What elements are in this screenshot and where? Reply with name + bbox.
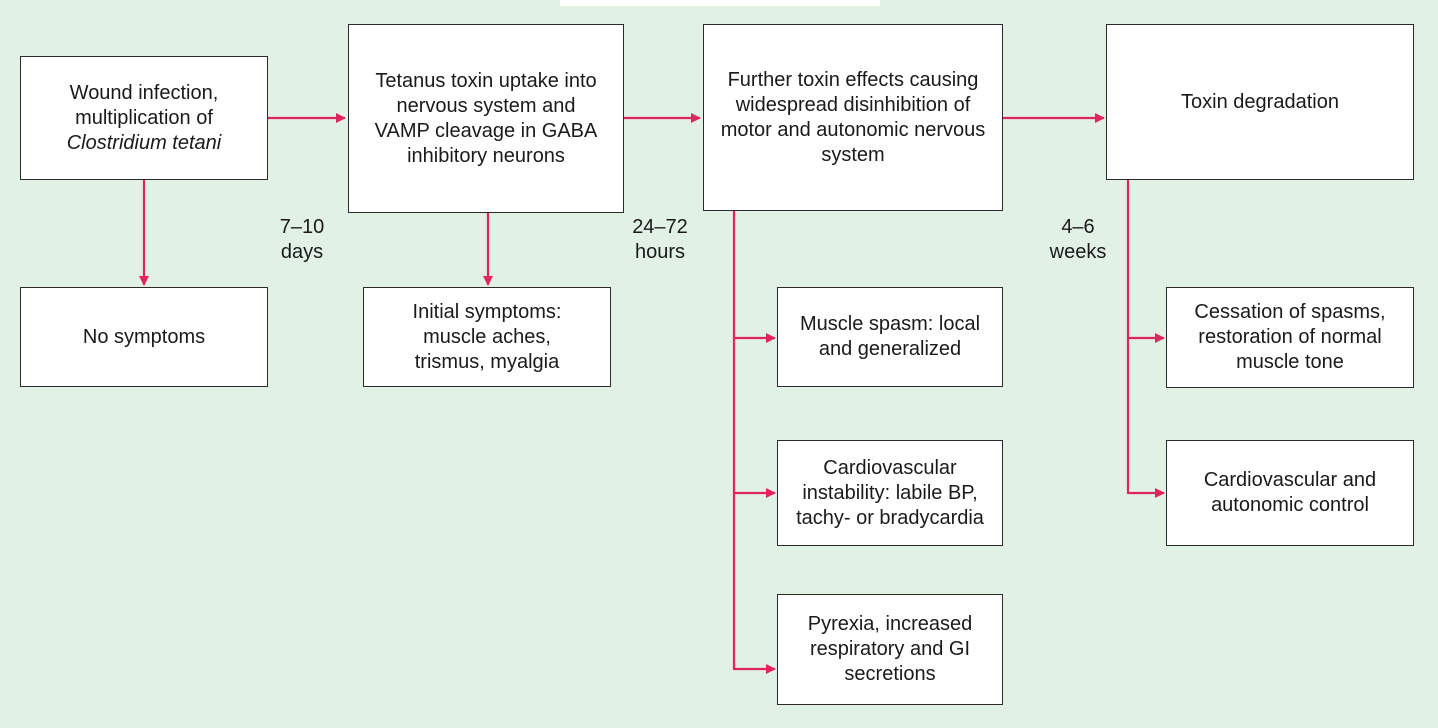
box-further-effects: Further toxin effects causing widespread… — [703, 24, 1003, 211]
wound-line-2: multiplication of — [75, 106, 213, 129]
further-text: Further toxin effects causing widespread… — [720, 68, 986, 166]
box-cardiovascular-instability: Cardiovascular instability: labile BP, t… — [777, 440, 1003, 546]
wound-line-3: Clostridium tetani — [66, 131, 222, 154]
box-cessation-of-spasms: Cessation of spasms, restoration of norm… — [1166, 287, 1414, 388]
t1-line-1: 7–10 — [279, 216, 325, 238]
cessation-text: Cessation of spasms, restoration of norm… — [1194, 301, 1386, 373]
top-strip — [560, 0, 880, 6]
initial-text: Initial symptoms: muscle aches, trismus,… — [412, 300, 562, 373]
time-label-4-6-weeks: 4–6 weeks — [1033, 215, 1123, 265]
cardio-text: Cardiovascular instability: labile BP, t… — [796, 456, 984, 529]
box-no-symptoms: No symptoms — [20, 287, 268, 387]
degradation-text: Toxin degradation — [1181, 90, 1339, 113]
time-label-7-10-days: 7–10 days — [257, 215, 347, 265]
pyrexia-text: Pyrexia, increased respiratory and GI se… — [807, 613, 973, 685]
box-pyrexia: Pyrexia, increased respiratory and GI se… — [777, 594, 1003, 705]
control-text: Cardiovascular and autonomic control — [1203, 469, 1377, 516]
box-muscle-spasm: Muscle spasm: local and generalized — [777, 287, 1003, 387]
no-symptoms-text: No symptoms — [82, 325, 206, 348]
t1-line-2: days — [280, 241, 324, 263]
spasm-text: Muscle spasm: local and generalized — [799, 313, 981, 360]
box-initial-symptoms: Initial symptoms: muscle aches, trismus,… — [363, 287, 611, 387]
wound-line-1: Wound infection, — [69, 81, 219, 104]
t3-line-1: 4–6 — [1061, 216, 1095, 238]
box-autonomic-control: Cardiovascular and autonomic control — [1166, 440, 1414, 546]
box-toxin-uptake: Tetanus toxin uptake into nervous system… — [348, 24, 624, 213]
t3-line-2: weeks — [1049, 241, 1107, 263]
t2-line-2: hours — [634, 241, 686, 263]
t2-line-1: 24–72 — [632, 216, 688, 238]
box-wound-infection: Wound infection, multiplication of Clost… — [20, 56, 268, 180]
box-toxin-degradation: Toxin degradation — [1106, 24, 1414, 180]
time-label-24-72-hours: 24–72 hours — [615, 215, 705, 265]
uptake-text: Tetanus toxin uptake into nervous system… — [374, 69, 598, 167]
